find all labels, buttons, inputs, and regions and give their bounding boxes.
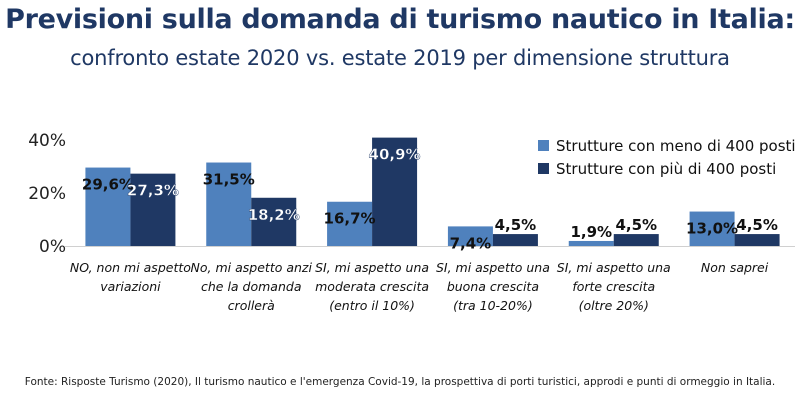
data-label: 18,2% <box>248 206 300 224</box>
legend-label: Strutture con meno di 400 posti <box>556 137 796 155</box>
bar <box>130 173 176 246</box>
bar <box>327 201 373 246</box>
x-tick-label: crollerà <box>228 298 275 313</box>
y-tick-label: 20% <box>28 184 66 204</box>
bar-chart: 0% 20% 40% NO, non mi aspetto variazioni No, … <box>28 131 796 313</box>
data-label: 27,3% <box>127 182 179 200</box>
bar <box>206 162 252 246</box>
bar <box>447 226 493 246</box>
x-tick-label: No, mi aspetto anzi <box>191 260 313 275</box>
data-label: 4,5% <box>736 216 778 234</box>
bar <box>492 234 538 246</box>
legend-label: Strutture con più di 400 posti <box>556 160 776 178</box>
x-tick-label: SI, mi aspetto una <box>315 260 429 275</box>
legend-swatch <box>538 163 549 174</box>
chart-title: Previsioni sulla domanda di turismo naut… <box>5 4 795 35</box>
y-tick-label: 0% <box>39 237 66 257</box>
data-label: 29,6% <box>82 176 134 194</box>
bar <box>251 197 297 246</box>
y-tick-label: 40% <box>28 131 66 151</box>
data-label: 1,9% <box>570 223 612 241</box>
x-tick-label: SI, mi aspetto una <box>557 260 671 275</box>
x-tick-label: variazioni <box>100 279 161 294</box>
bar <box>85 167 131 246</box>
data-label: 40,9% <box>369 146 421 164</box>
data-label: 4,5% <box>615 216 657 234</box>
source-note: Fonte: Risposte Turismo (2020), Il turis… <box>24 376 776 388</box>
bar <box>689 211 735 246</box>
bar <box>372 137 418 246</box>
x-tick-label: (tra 10-20%) <box>453 298 533 313</box>
bar <box>613 234 659 246</box>
bar <box>568 240 614 246</box>
data-label: 4,5% <box>495 216 537 234</box>
x-tick-label: Non saprei <box>701 260 769 275</box>
data-label: 13,0% <box>686 220 738 238</box>
data-label: 31,5% <box>203 171 255 189</box>
x-tick-label: SI, mi aspetto una <box>436 260 550 275</box>
x-tick-label: moderata crescita <box>315 279 429 294</box>
x-tick-label: NO, non mi aspetto <box>70 260 191 275</box>
x-tick-label: (oltre 20%) <box>579 298 649 313</box>
legend-swatch <box>538 140 549 151</box>
bar <box>734 234 780 246</box>
chart-subtitle: confronto estate 2020 vs. estate 2019 pe… <box>70 46 730 70</box>
data-label: 16,7% <box>324 210 376 228</box>
x-tick-label: buona crescita <box>447 279 539 294</box>
x-tick-label: forte crescita <box>572 279 655 294</box>
x-tick-label: (entro il 10%) <box>329 298 415 313</box>
data-label: 7,4% <box>450 234 492 252</box>
x-tick-label: che la domanda <box>201 279 302 294</box>
